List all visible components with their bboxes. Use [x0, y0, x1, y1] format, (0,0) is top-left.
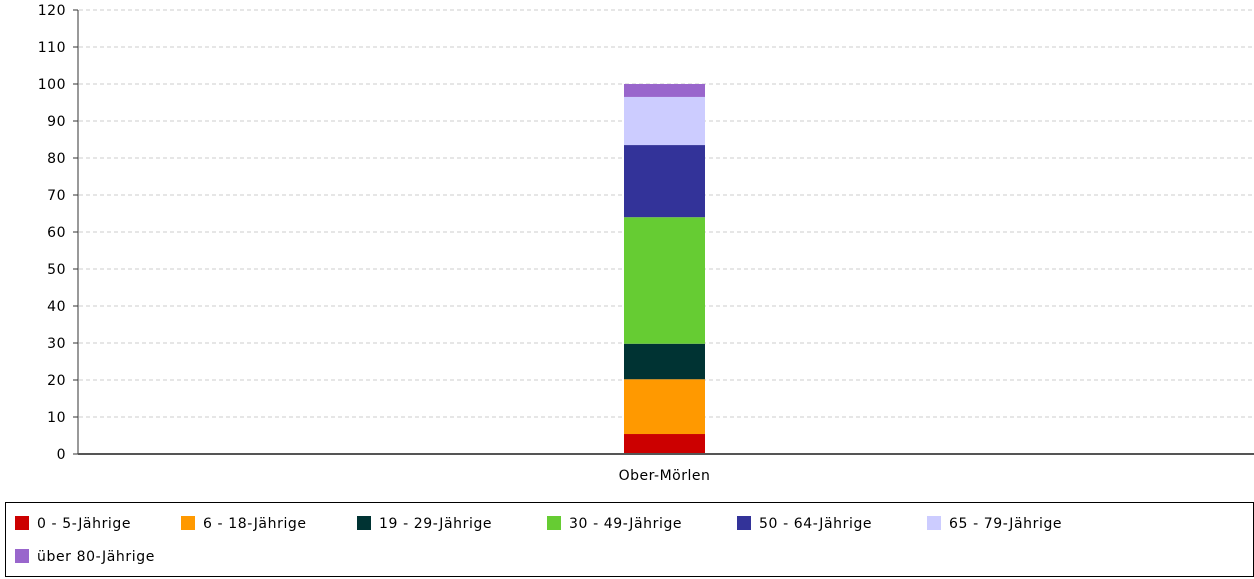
y-tick-label: 120 [38, 3, 66, 19]
y-tick-label: 110 [38, 40, 66, 56]
legend-swatch-6 [927, 516, 941, 530]
y-tick-label: 80 [47, 151, 66, 167]
y-tick-label: 30 [47, 336, 66, 352]
y-tick-label: 0 [57, 447, 66, 463]
x-axis: Ober-Mörlen [619, 468, 711, 484]
legend-box [5, 502, 1254, 577]
legend-swatch-5 [737, 516, 751, 530]
bar-segment-5 [624, 145, 705, 218]
bars [624, 84, 705, 454]
legend: 0 - 5-Jährige 6 - 18-Jährige 19 - 29-Jähri… [15, 516, 1062, 565]
y-tick-label: 90 [47, 114, 66, 130]
y-tick-label: 60 [47, 225, 66, 241]
y-tick-label: 20 [47, 373, 66, 389]
bar-segment-6 [624, 96, 705, 146]
legend-label-5: 50 - 64-Jährige [759, 516, 872, 532]
bar-segment-7 [624, 84, 705, 97]
y-axis: 0 10 20 30 40 50 60 70 80 90 100 110 120 [38, 3, 78, 463]
y-tick-label: 10 [47, 410, 66, 426]
legend-swatch-1 [15, 516, 29, 530]
legend-swatch-7 [15, 549, 29, 563]
x-tick-label: Ober-Mörlen [619, 468, 711, 484]
y-tick-label: 100 [38, 77, 66, 93]
bar-segment-1 [624, 434, 705, 454]
bar-segment-3 [624, 343, 705, 380]
legend-label-6: 65 - 79-Jährige [949, 516, 1062, 532]
bar-segment-2 [624, 379, 705, 435]
legend-swatch-3 [357, 516, 371, 530]
legend-label-1: 0 - 5-Jährige [37, 516, 131, 532]
y-tick-label: 40 [47, 299, 66, 315]
legend-label-3: 19 - 29-Jährige [379, 516, 492, 532]
legend-label-7: über 80-Jährige [37, 549, 155, 565]
y-tick-label: 50 [47, 262, 66, 278]
bar-segment-4 [624, 217, 705, 344]
legend-swatch-2 [181, 516, 195, 530]
legend-label-2: 6 - 18-Jährige [203, 516, 307, 532]
legend-swatch-4 [547, 516, 561, 530]
legend-label-4: 30 - 49-Jährige [569, 516, 682, 532]
y-tick-label: 70 [47, 188, 66, 204]
